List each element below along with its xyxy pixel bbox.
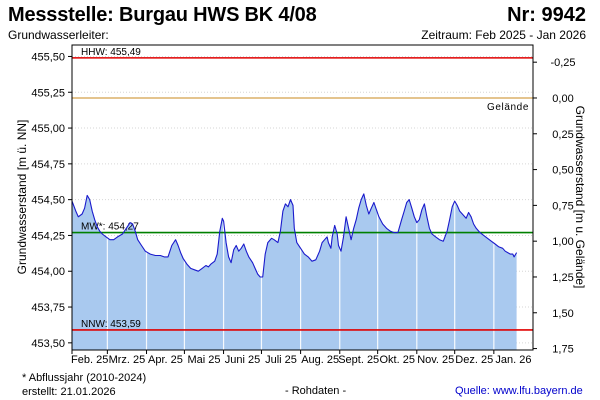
y-tick-label: 453,50 [31,338,65,350]
x-tick-label: Aug. 25 [301,354,339,366]
y2-tick-label: 1,50 [552,308,573,320]
plot-frame [71,44,534,351]
page-title: Messstelle: Burgau HWS BK 4/08 [8,4,317,26]
y-tick-label: 455,50 [31,51,65,63]
y-tick-label: 454,50 [31,195,65,207]
y-tick-label: 455,25 [31,87,65,99]
y-tick-label: 454,75 [31,159,65,171]
y-tick-label: 454,00 [31,266,65,278]
level-series-line [71,193,518,278]
x-tick-label: Juli 25 [265,354,297,366]
month-grid [106,45,495,350]
y-axis-label: Grundwasserstand [m ü. NN] [15,120,29,275]
source-link[interactable]: Quelle: www.lfu.bayern.de [455,385,583,397]
footnote: * Abflussjahr (2010-2024) [22,372,147,384]
level-line [71,193,518,278]
x-tick-label: Mrz. 25 [109,354,146,366]
y2-tick-label: -0,25 [550,57,575,69]
x-tick-label: Okt. 25 [379,354,414,366]
y2-tick-label: 0,50 [552,165,573,177]
data-type: - Rohdaten - [285,385,347,397]
aquifer-label: Grundwasserleiter: [8,28,109,42]
y2-tick-label: 0,25 [552,129,573,141]
y2-tick-label: 1,75 [552,344,573,356]
reference-label-mw: MW*: 454,27 [81,222,139,233]
x-tick-label: Juni 25 [225,354,260,366]
x-tick-label: Sept. 25 [338,354,379,366]
y-tick-label: 453,75 [31,302,65,314]
x-tick-label: Feb. 25 [71,354,108,366]
y2-tick-label: 1,00 [552,236,573,248]
created-date: erstellt: 21.01.2026 [22,386,116,398]
y2-tick-label: 1,25 [552,272,573,284]
axes: 455,50 455,25 455,00 454,75 454,50 454,25 454,… [31,44,576,366]
reference-label-hhw: HHW: 455,49 [81,47,141,58]
x-tick-label: Jan. 26 [495,354,531,366]
y2-axis-label: Grundwasserstand [m u. Gelände] [573,106,587,289]
x-tick-label: Apr. 25 [148,354,183,366]
x-tick-label: Nov. 25 [417,354,454,366]
reference-lines: HHW: 455,49 Gelände MW*: 454,27 NNW: 453,59 [72,47,533,331]
station-number: Nr: 9942 [507,4,586,26]
x-tick-label: Dez. 25 [455,354,493,366]
y-tick-label: 455,00 [31,123,65,135]
period-label: Zeitraum: Feb 2025 - Jan 2026 [421,28,586,42]
y2-tick-label: 0,75 [552,200,573,212]
reference-label-gelaende: Gelände [487,102,529,113]
reference-label-nnw: NNW: 453,59 [81,319,141,330]
y-tick-label: 454,25 [31,230,65,242]
x-tick-label: Mai 25 [187,354,220,366]
y2-tick-label: 0,00 [552,93,573,105]
